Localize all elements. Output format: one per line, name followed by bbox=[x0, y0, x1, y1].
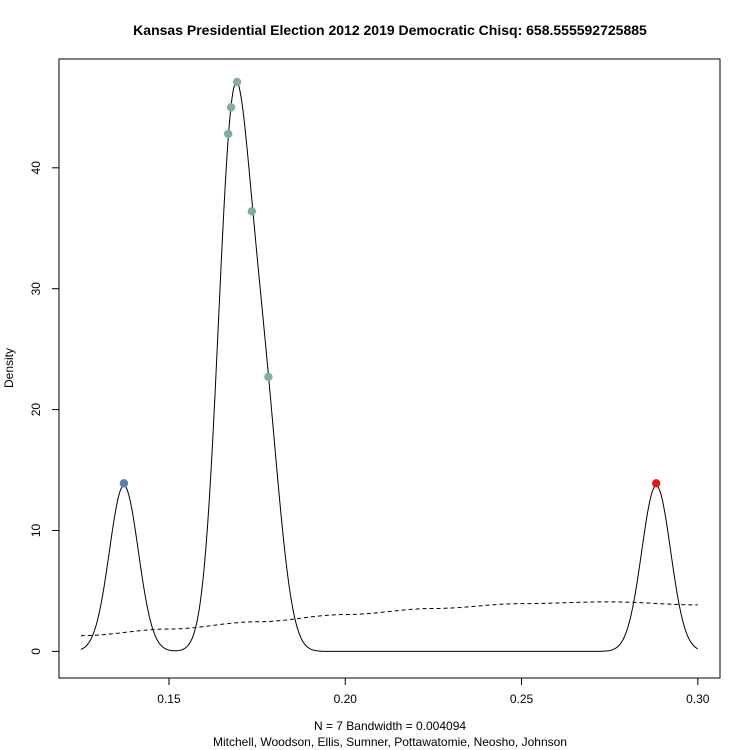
point-woodson bbox=[224, 129, 233, 139]
point-pottawatomie bbox=[247, 207, 257, 216]
point-sumner bbox=[232, 77, 242, 87]
county-points bbox=[119, 77, 661, 488]
point-mitchell bbox=[119, 479, 129, 488]
y-axis: 0 10 20 30 40 bbox=[29, 161, 60, 655]
point-neosho bbox=[264, 372, 273, 382]
y-tick-label: 0 bbox=[29, 648, 43, 655]
x-tick-label: 0.30 bbox=[686, 692, 710, 706]
plot-frame bbox=[58, 58, 721, 679]
reference-dashed-curve bbox=[80, 601, 698, 637]
x-tick-label: 0.25 bbox=[510, 692, 534, 706]
y-tick-label: 10 bbox=[29, 524, 43, 538]
y-tick-label: 30 bbox=[29, 282, 43, 296]
point-ellis bbox=[226, 103, 236, 112]
x-tick-label: 0.15 bbox=[157, 692, 181, 706]
y-axis-label: Density bbox=[2, 348, 16, 388]
x-axis-label: N = 7 Bandwidth = 0.004094 bbox=[314, 719, 466, 733]
x-axis: 0.15 0.20 0.25 0.30 bbox=[157, 677, 710, 706]
county-list: Mitchell, Woodson, Ellis, Sumner, Pottaw… bbox=[213, 735, 567, 749]
x-tick-label: 0.20 bbox=[334, 692, 358, 706]
y-tick-label: 40 bbox=[29, 161, 43, 175]
chart-title: Kansas Presidential Election 2012 2019 D… bbox=[133, 22, 647, 38]
density-curve bbox=[80, 81, 699, 652]
y-tick-label: 20 bbox=[29, 403, 43, 417]
point-johnson bbox=[651, 479, 661, 488]
